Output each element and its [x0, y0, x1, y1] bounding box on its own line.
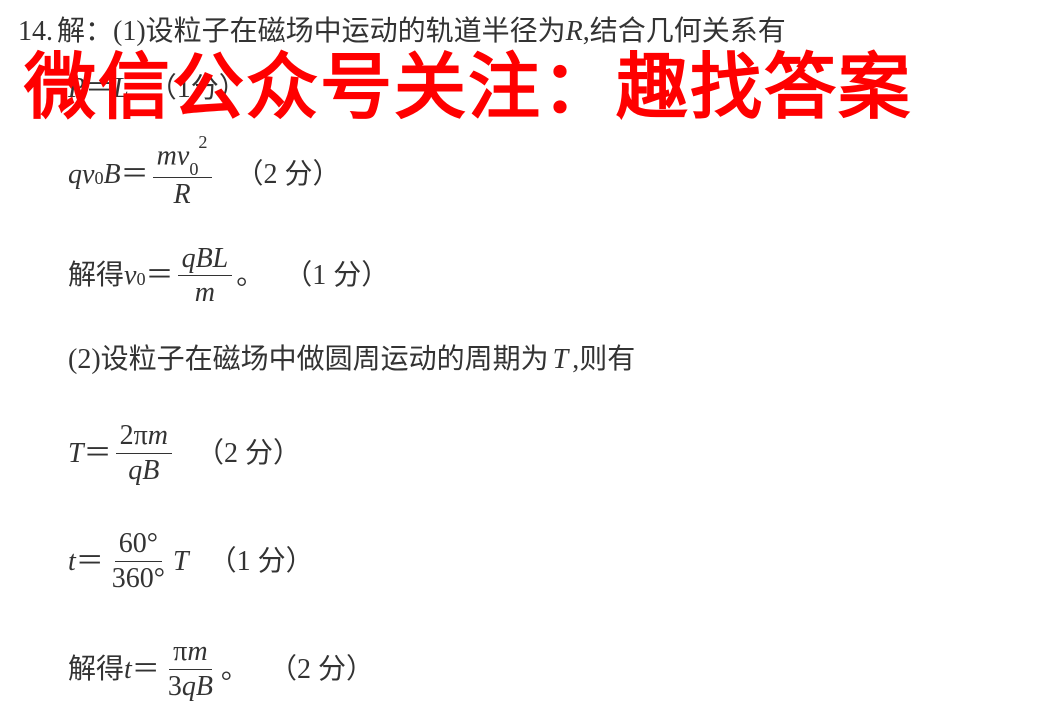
l6-frac: 2πm qB: [116, 419, 172, 487]
l7-T2: T: [173, 542, 189, 581]
l3-num-m: m: [157, 141, 177, 172]
l7-frac: 60° 360°: [108, 527, 169, 595]
l8-t: t: [124, 650, 132, 689]
l6-points: （2 分）: [196, 434, 301, 473]
l6-eq: ＝: [84, 434, 112, 473]
l8-eq: ＝: [132, 650, 160, 689]
l4-num-B: B: [196, 243, 213, 274]
l8-B: B: [196, 671, 213, 702]
l7-eq: ＝: [76, 542, 104, 581]
l6-pi: π: [134, 420, 148, 451]
l8-q: q: [182, 671, 196, 702]
l7-t: t: [68, 542, 76, 581]
l4-v: v: [124, 256, 136, 295]
l8-dot: 。: [221, 650, 249, 689]
l3-num-v: v: [177, 141, 189, 172]
l4-points: （1 分）: [284, 256, 389, 295]
l5-var: T: [553, 340, 569, 379]
l3-num-sup: 2: [198, 132, 207, 152]
l4-dot: 。: [236, 256, 264, 295]
l6-T: T: [68, 434, 84, 473]
l3-num-sub: 0: [189, 159, 198, 179]
l5-prefix: (2)设粒子在磁场中做圆周运动的周期为: [68, 340, 549, 379]
l6-q: q: [128, 455, 142, 486]
l8-3: 3: [168, 671, 182, 702]
l3-B: B: [104, 155, 121, 194]
l7-den: 360°: [108, 562, 169, 596]
line-4: 解得 v0 ＝ qBL m 。 （1 分）: [68, 242, 1035, 310]
l4-num-q: q: [182, 243, 196, 274]
watermark-text: 微信公众号关注：趣找答案: [24, 28, 912, 133]
l4-prefix: 解得: [68, 256, 124, 295]
l3-eq: ＝: [121, 155, 149, 194]
l6-B: B: [142, 455, 159, 486]
l5-suffix: ,则有: [572, 340, 635, 379]
l4-den: m: [191, 276, 219, 310]
l3-points: （2 分）: [236, 155, 341, 194]
l3-q: q: [68, 155, 82, 194]
line-8: 解得 t ＝ πm 3qB 。 （2 分）: [68, 635, 1035, 703]
line-6: T ＝ 2πm qB （2 分）: [68, 419, 1035, 487]
l8-frac: πm 3qB: [164, 635, 217, 703]
line-5: (2)设粒子在磁场中做圆周运动的周期为 T ,则有: [68, 340, 1035, 379]
l4-frac: qBL m: [178, 242, 233, 310]
l3-v: v: [82, 155, 94, 194]
l4-eq: ＝: [146, 256, 174, 295]
l7-num: 60°: [115, 527, 162, 562]
l8-m: m: [187, 636, 207, 667]
l6-2: 2: [120, 420, 134, 451]
l8-pi: π: [173, 636, 187, 667]
l3-den: R: [170, 178, 195, 212]
line-3: q v0 B ＝ mv02 R （2 分）: [68, 138, 1035, 211]
l7-points: （1 分）: [209, 542, 314, 581]
l8-points: （2 分）: [269, 650, 374, 689]
l4-sub: 0: [136, 267, 145, 292]
l4-num-L: L: [213, 243, 229, 274]
l3-frac: mv02 R: [153, 138, 212, 211]
l6-m: m: [148, 420, 168, 451]
line-7: t ＝ 60° 360° T （1 分）: [68, 527, 1035, 595]
l3-sub0: 0: [94, 166, 103, 191]
l8-prefix: 解得: [68, 650, 124, 689]
